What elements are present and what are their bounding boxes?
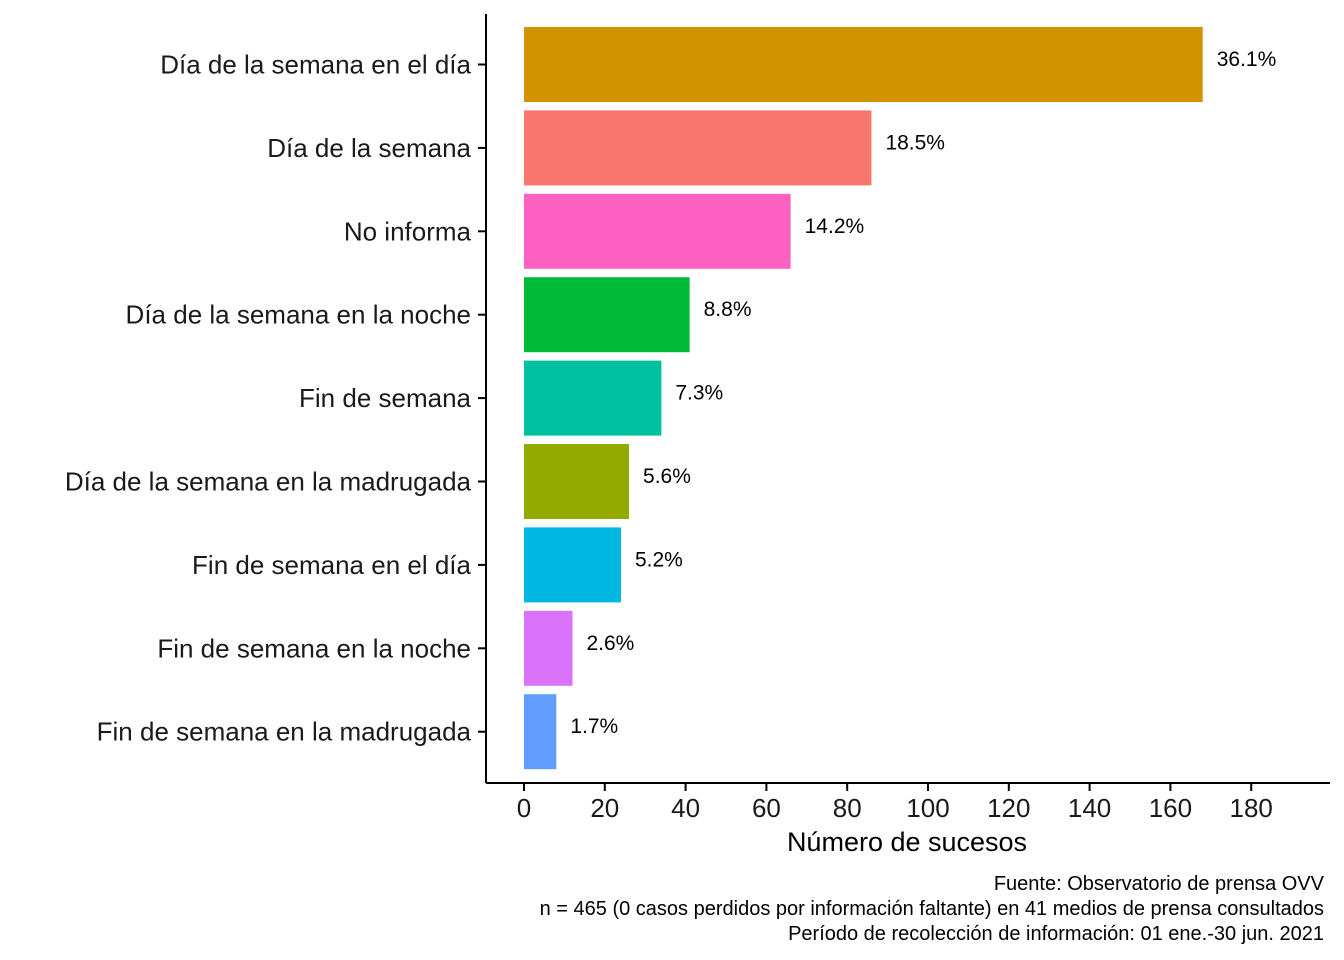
category-label: Fin de semana — [299, 383, 472, 413]
x-tick-label: 180 — [1230, 793, 1273, 823]
data-label: 8.8% — [704, 298, 752, 321]
category-label: Fin de semana en la madrugada — [97, 717, 472, 747]
data-label: 2.6% — [586, 632, 634, 655]
category-label: Día de la semana en la noche — [126, 300, 471, 330]
x-tick-label: 60 — [752, 793, 781, 823]
x-tick-label: 100 — [906, 793, 949, 823]
bar — [524, 360, 662, 436]
data-label: 5.6% — [643, 465, 691, 488]
bar — [524, 277, 690, 353]
bar — [524, 610, 573, 686]
data-label: 1.7% — [570, 715, 618, 738]
data-label: 5.2% — [635, 548, 683, 571]
bar — [524, 527, 621, 603]
x-tick-label: 20 — [590, 793, 619, 823]
category-label: No informa — [344, 216, 472, 246]
x-tick-label: 0 — [517, 793, 531, 823]
x-tick-label: 80 — [833, 793, 862, 823]
category-label: Día de la semana en el día — [160, 50, 471, 80]
x-axis-title: Número de sucesos — [787, 827, 1027, 857]
x-tick-label: 160 — [1149, 793, 1192, 823]
x-axis-ticks: 0 20 40 60 80 100 120 140 160 180 — [517, 783, 1273, 823]
category-labels: Día de la semana en el día Día de la sema… — [65, 50, 472, 747]
x-tick-label: 140 — [1068, 793, 1111, 823]
data-label: 7.3% — [675, 382, 723, 405]
caption-source: Fuente: Observatorio de prensa OVV — [994, 873, 1325, 895]
bar — [524, 110, 872, 186]
caption-sample: n = 465 (0 casos perdidos por informació… — [540, 898, 1324, 920]
category-label: Fin de semana en la noche — [157, 633, 471, 663]
bars-group — [524, 27, 1203, 770]
data-label: 36.1% — [1217, 48, 1277, 71]
category-label: Día de la semana — [267, 133, 471, 163]
bar — [524, 193, 791, 269]
bar — [524, 694, 557, 770]
x-tick-label: 40 — [671, 793, 700, 823]
data-labels: 36.1% 18.5% 14.2% 8.8% 7.3% 5.6% 5.2% 2.6% 1.7% — [570, 48, 1276, 738]
caption-period: Período de recolección de información: 0… — [788, 923, 1324, 945]
axes — [478, 14, 1330, 784]
category-label: Fin de semana en el día — [192, 550, 471, 580]
data-label: 18.5% — [885, 131, 945, 154]
bar — [524, 27, 1203, 102]
x-tick-label: 120 — [987, 793, 1030, 823]
category-label: Día de la semana en la madrugada — [65, 467, 472, 497]
bar — [524, 444, 630, 519]
data-label: 14.2% — [805, 215, 865, 238]
